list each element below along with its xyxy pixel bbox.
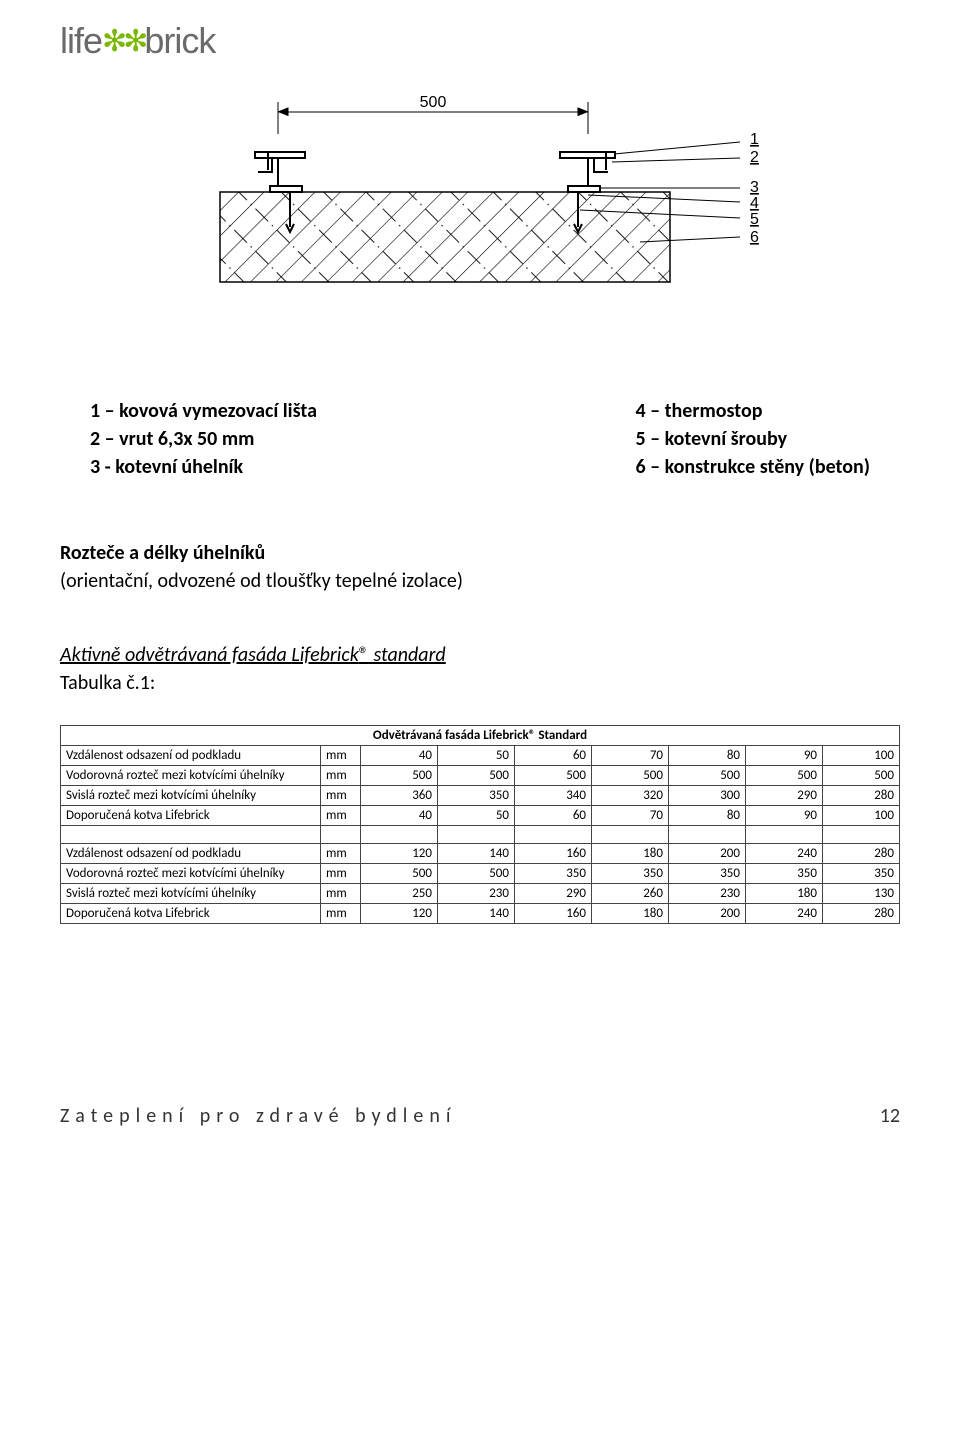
logo-spark-icon: ✻✻ (102, 25, 144, 58)
legend-item: 1 – kovová vymezovací lišta (90, 397, 317, 425)
callout-1: 1 (750, 131, 759, 148)
section-subtitle: (orientační, odvozené od tloušťky tepeln… (60, 569, 900, 593)
logo-part2: brick (144, 20, 215, 61)
logo-part1: life (60, 20, 102, 61)
table-row: Vodorovná rozteč mezi kotvícími úhelníky… (61, 766, 900, 786)
table-title: Aktivně odvětrávaná fasáda Lifebrick® st… (60, 643, 900, 667)
table-title-suffix: standard (369, 643, 446, 667)
table-row: Vzdálenost odsazení od podkladu mm 40 50… (61, 746, 900, 766)
page-footer: Zateplení pro zdravé bydlení 12 (60, 1104, 900, 1128)
table-row: Svislá rozteč mezi kotvícími úhelníky mm… (61, 786, 900, 806)
legend-right: 4 – thermostop 5 – kotevní šrouby 6 – ko… (635, 397, 870, 481)
table-caption: Tabulka č.1: (60, 671, 900, 695)
table-header: Odvětrávaná fasáda Lifebrick® Standard (61, 726, 900, 746)
diagram-legend: 1 – kovová vymezovací lišta 2 – vrut 6,3… (90, 397, 870, 481)
logo: life✻✻brick (60, 20, 900, 62)
table-row: Vodorovná rozteč mezi kotvícími úhelníky… (61, 864, 900, 884)
table-row: Doporučená kotva Lifebrick mm 120 140 16… (61, 904, 900, 924)
callout-4: 4 (750, 195, 759, 212)
page-number: 12 (880, 1104, 900, 1128)
table-row: Svislá rozteč mezi kotvícími úhelníky mm… (61, 884, 900, 904)
cross-section-diagram: 500 (60, 92, 900, 337)
table-title-prefix: Aktivně odvětrávaná fasáda (60, 643, 291, 667)
spacing-table: Odvětrávaná fasáda Lifebrick® Standard V… (60, 725, 900, 924)
legend-left: 1 – kovová vymezovací lišta 2 – vrut 6,3… (90, 397, 317, 481)
callout-3: 3 (750, 179, 759, 196)
callout-5: 5 (750, 211, 759, 228)
table-title-brand: Lifebrick (291, 643, 358, 667)
table-row: Vzdálenost odsazení od podkladu mm 120 1… (61, 844, 900, 864)
legend-item: 5 – kotevní šrouby (635, 425, 870, 453)
section-heading: Rozteče a délky úhelníků (60, 541, 900, 565)
dimension-label: 500 (420, 94, 447, 111)
legend-item: 3 - kotevní úhelník (90, 453, 317, 481)
legend-item: 4 – thermostop (635, 397, 870, 425)
table-spacer (61, 826, 900, 844)
legend-item: 2 – vrut 6,3x 50 mm (90, 425, 317, 453)
table-row: Doporučená kotva Lifebrick mm 40 50 60 7… (61, 806, 900, 826)
callout-6: 6 (750, 229, 759, 246)
footer-text: Zateplení pro zdravé bydlení (60, 1104, 456, 1128)
callout-2: 2 (750, 149, 759, 166)
legend-item: 6 – konstrukce stěny (beton) (635, 453, 870, 481)
